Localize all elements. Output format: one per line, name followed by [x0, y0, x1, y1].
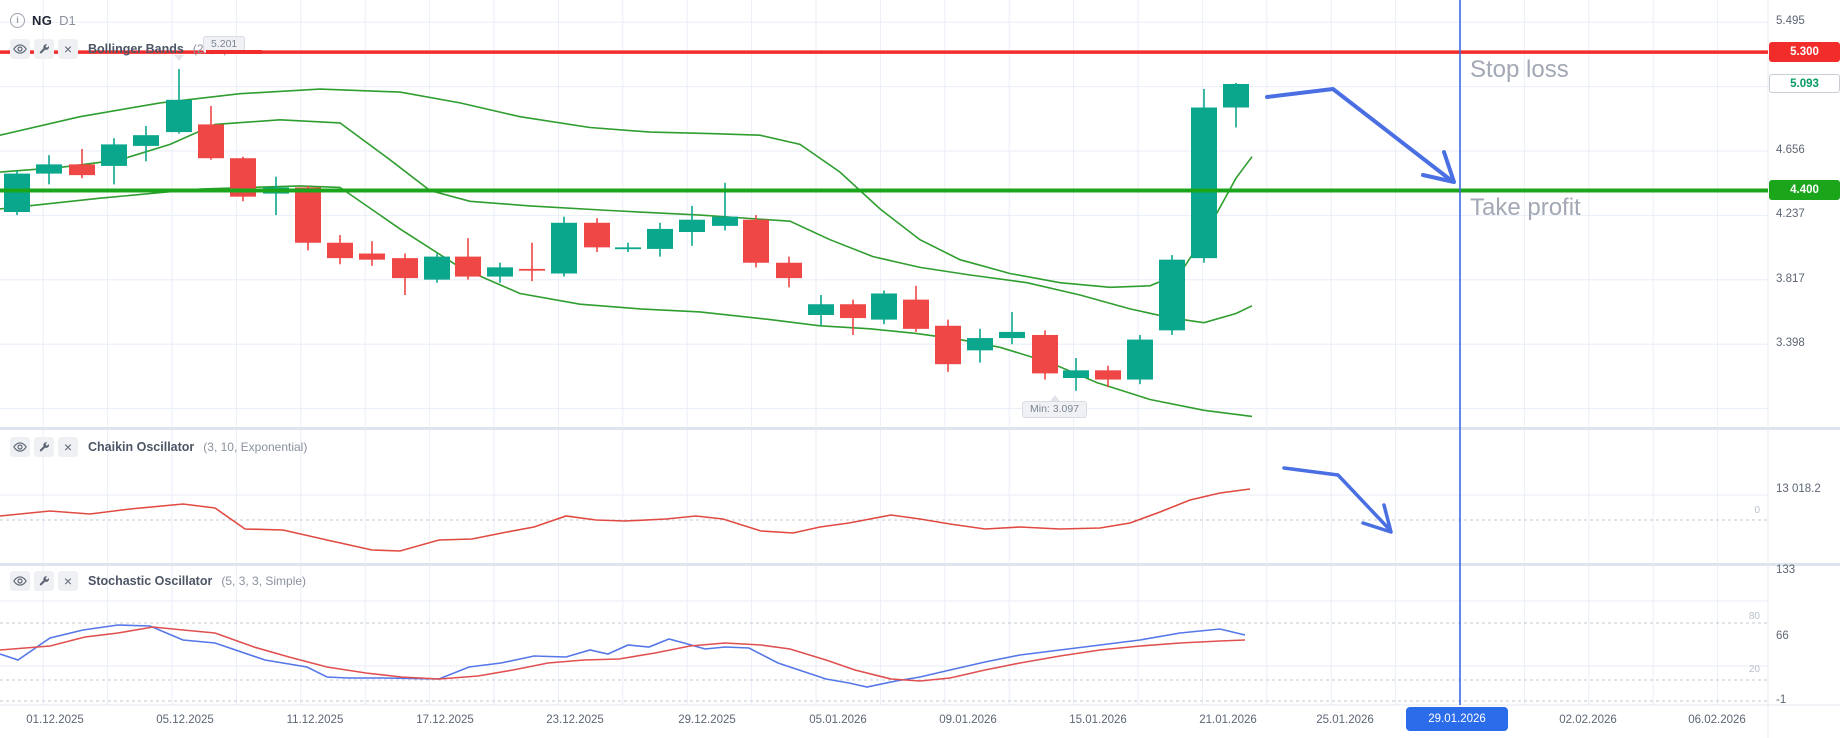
settings-wrench-icon[interactable] — [34, 39, 54, 59]
settings-wrench-icon[interactable] — [34, 437, 54, 457]
close-icon[interactable]: × — [58, 571, 78, 591]
visibility-eye-icon[interactable] — [10, 571, 30, 591]
indicator-name: Stochastic Oscillator — [88, 574, 213, 588]
indicator-name: Chaikin Oscillator — [88, 440, 195, 454]
close-icon[interactable]: × — [58, 437, 78, 457]
settings-wrench-icon[interactable] — [34, 571, 54, 591]
symbol-header: i NG D1 — [10, 11, 76, 29]
timeframe-label: D1 — [59, 12, 76, 28]
info-icon[interactable]: i — [10, 12, 25, 28]
chaikin-legend: × Chaikin Oscillator (3, 10, Exponential… — [10, 437, 307, 457]
symbol-name: NG — [32, 12, 53, 28]
close-icon[interactable]: × — [58, 39, 78, 59]
indicator-name: Bollinger Bands — [88, 42, 184, 56]
indicator-params: (5, 3, 3, Simple) — [221, 574, 307, 588]
visibility-eye-icon[interactable] — [10, 39, 30, 59]
visibility-eye-icon[interactable] — [10, 437, 30, 457]
indicator-params: (3, 10, Exponential) — [203, 440, 308, 454]
indicator-params: (20, 2) — [192, 42, 228, 56]
bollinger-legend: × Bollinger Bands (20, 2) — [10, 39, 228, 59]
stochastic-legend: × Stochastic Oscillator (5, 3, 3, Simple… — [10, 571, 306, 591]
